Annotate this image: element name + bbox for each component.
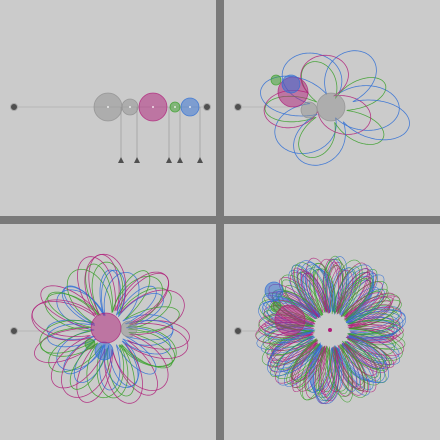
body-center [152, 106, 154, 108]
gray-body-small [120, 320, 138, 338]
pivot-icon [234, 327, 242, 335]
trajectory-curves [31, 253, 190, 404]
triangle-markers [118, 157, 203, 163]
trajectory-curve [268, 268, 394, 392]
panel-mid-trajectory [0, 224, 216, 440]
panel-early-trajectory [224, 0, 440, 216]
green-body [270, 301, 282, 313]
trajectory-curve [269, 269, 395, 393]
pivot-icon [234, 103, 242, 111]
panel-long-trajectory [224, 224, 440, 440]
magenta-body [90, 312, 122, 344]
body-center [129, 106, 131, 108]
triangle-marker-icon [197, 157, 203, 163]
body-centers [107, 106, 191, 108]
body-center [189, 106, 191, 108]
pivot-icon [10, 327, 18, 335]
trajectory-curve [258, 258, 404, 402]
green-body [270, 74, 282, 86]
trajectory-curves [255, 255, 407, 405]
blue-body [281, 74, 301, 94]
blue-body [94, 341, 114, 361]
trajectory-curve [264, 61, 387, 159]
triangle-marker-icon [134, 157, 140, 163]
triangle-marker-icon [177, 157, 183, 163]
triangle-marker-icon [166, 157, 172, 163]
strings [120, 107, 201, 160]
trajectory-curve [31, 253, 185, 398]
panel-background [224, 224, 440, 440]
trajectory-curve [46, 269, 174, 391]
body-center [107, 106, 109, 108]
trajectory-curve [31, 256, 189, 404]
body-center [174, 106, 176, 108]
trajectory-curve [47, 269, 171, 387]
blue-body [264, 281, 284, 301]
gray-body-large [316, 92, 346, 122]
green-body [84, 338, 96, 350]
panel-initial-configuration [0, 0, 216, 216]
pivot-icon [10, 103, 18, 111]
magenta-body [274, 304, 306, 336]
trajectory-curve [39, 268, 177, 399]
trajectory-curve [258, 260, 407, 405]
pivot-icon [203, 103, 211, 111]
center-mark [328, 328, 332, 332]
trajectory-curve [263, 262, 401, 398]
trajectory-curve [258, 258, 404, 402]
gray-body-small [300, 101, 318, 119]
trajectory-curve [259, 259, 403, 401]
triangle-marker-icon [118, 157, 124, 163]
